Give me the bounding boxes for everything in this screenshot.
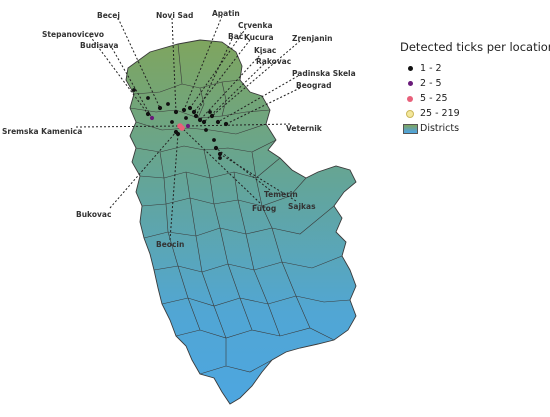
legend-dot-icon [400, 81, 420, 86]
legend-dot-icon [400, 109, 420, 118]
country-outline [125, 39, 357, 405]
location-point [132, 88, 136, 92]
place-label-beograd: Beograd [296, 81, 331, 90]
leader-line [75, 125, 181, 128]
map-legend: Detected ticks per location 1 - 2 2 - 5 … [400, 40, 550, 136]
location-point [179, 125, 185, 131]
location-point [209, 113, 215, 119]
leader-line [183, 15, 223, 111]
location-point [170, 120, 174, 124]
leader-lines [75, 15, 301, 241]
place-label-temerin: Temerin [264, 190, 298, 199]
legend-label: Districts [420, 123, 460, 134]
location-point [215, 119, 221, 125]
location-point [157, 105, 163, 111]
location-points [132, 88, 229, 160]
location-point [166, 102, 170, 106]
legend-label: 2 - 5 [420, 78, 442, 89]
leader-line [187, 123, 291, 127]
leader-line [211, 40, 301, 117]
location-point [213, 145, 219, 151]
leader-line [193, 39, 251, 113]
place-label-zrenjanin: Zrenjanin [292, 34, 332, 43]
leader-line [111, 47, 153, 119]
place-label-veternik: Veternik [286, 124, 323, 133]
legend-label: 1 - 2 [420, 63, 442, 74]
location-point [218, 156, 222, 160]
location-point [217, 151, 223, 157]
place-label-beocin: Beocin [156, 240, 184, 249]
leader-line [203, 63, 265, 123]
location-point [145, 111, 151, 117]
location-point [173, 109, 179, 115]
location-point [201, 119, 207, 125]
place-label-kucura: Kucura [244, 33, 274, 42]
location-point [204, 128, 208, 132]
leader-line [109, 131, 177, 209]
location-point [191, 109, 197, 115]
place-label-sajkas: Sajkas [288, 202, 316, 211]
legend-label: 25 - 219 [420, 108, 460, 119]
place-label-budisava: Budisava [80, 41, 118, 50]
place-label-apatin: Apatin [212, 9, 240, 18]
location-point [185, 123, 191, 129]
leader-line [89, 35, 149, 115]
legend-label: 5 - 25 [420, 93, 448, 104]
leader-line [215, 147, 271, 191]
place-label-becej: Becej [97, 11, 120, 20]
place-label-kisac: Kisac [254, 46, 276, 55]
location-point [223, 121, 229, 127]
place-label-stepanovicevo: Stepanovicevo [42, 30, 104, 39]
location-point [146, 96, 150, 100]
location-point [212, 138, 216, 142]
place-label-rakovac: Rakovac [256, 57, 291, 66]
location-point [187, 105, 193, 111]
legend-title: Detected ticks per location [400, 40, 550, 54]
location-point [149, 115, 155, 121]
place-label-novi-sad: Novi Sad [156, 11, 193, 20]
district-swatch-icon [400, 123, 420, 134]
location-point [184, 116, 188, 120]
place-label-ba-: Bač [228, 32, 244, 41]
location-point [197, 117, 203, 123]
leader-line [217, 75, 299, 123]
leader-line [219, 153, 297, 202]
place-label-sremska-kamenica: Sremska Kamenica [2, 127, 82, 136]
legend-districts: Districts [400, 121, 548, 136]
place-label-bukovac: Bukovac [76, 210, 111, 219]
leader-line [199, 52, 263, 121]
legend-class-1-2: 1 - 2 [400, 61, 548, 76]
location-point [193, 113, 199, 119]
legend-class-25-219: 25 - 219 [400, 106, 548, 121]
location-point [181, 107, 187, 113]
leader-line [225, 87, 301, 125]
location-point [175, 131, 181, 137]
leader-line [169, 133, 179, 241]
legend-dot-icon [400, 66, 420, 71]
place-label-crvenka: Crvenka [238, 21, 273, 30]
place-label-padinska-skela: Padinska Skela [292, 69, 356, 78]
legend-class-2-5: 2 - 5 [400, 76, 548, 91]
place-label-futog: Futog [252, 204, 276, 213]
legend-class-5-25: 5 - 25 [400, 91, 548, 106]
leader-line [117, 17, 161, 109]
district-borders [129, 43, 351, 375]
legend-dot-icon [400, 95, 420, 102]
location-point [208, 110, 212, 114]
